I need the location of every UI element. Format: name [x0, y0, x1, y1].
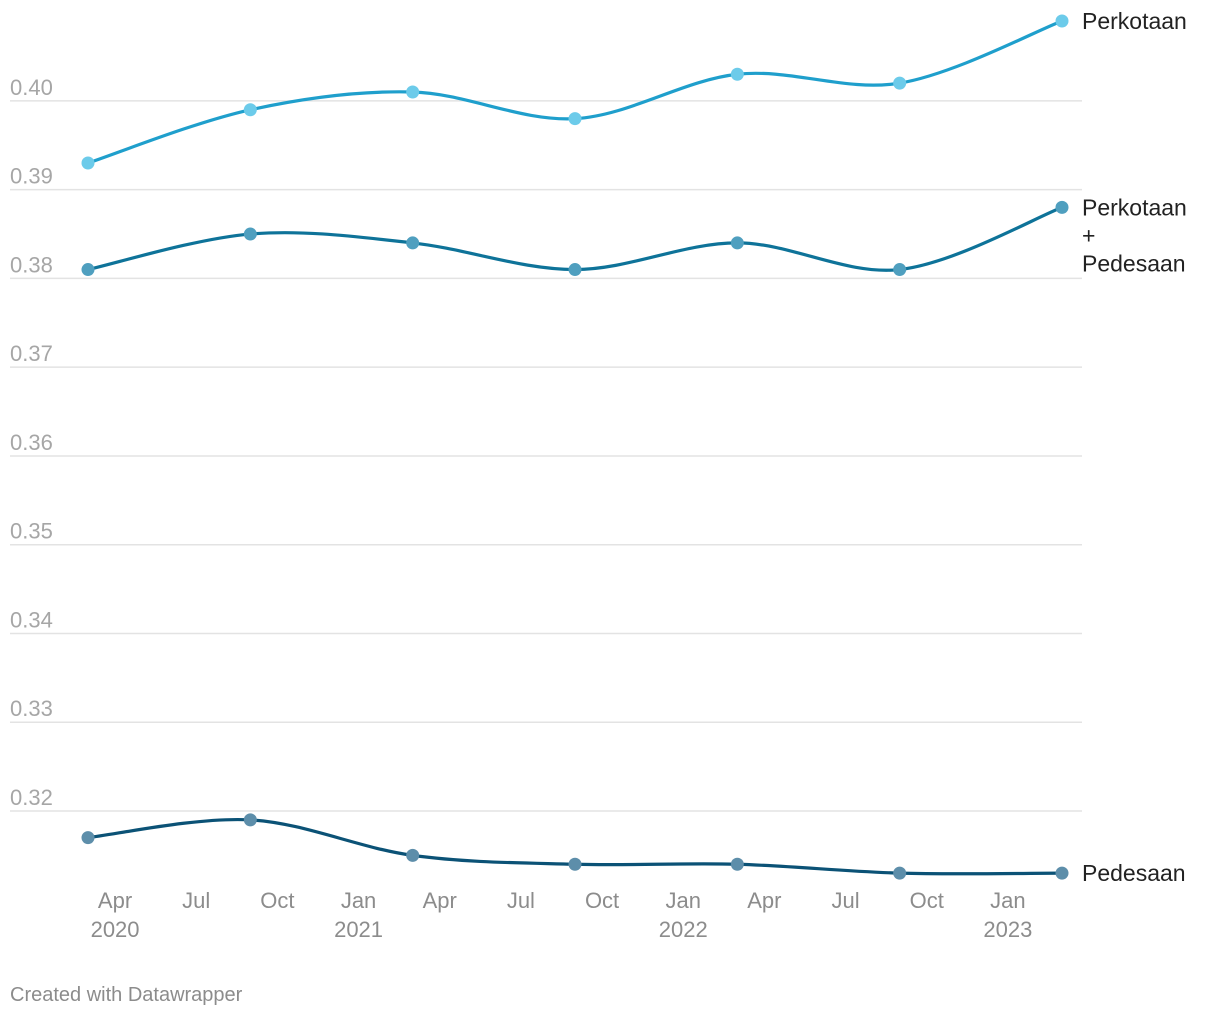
y-tick-label: 0.40: [10, 75, 53, 100]
data-point: [730, 67, 744, 81]
data-point: [406, 236, 420, 250]
series-label: Pedesaan: [1082, 860, 1186, 886]
data-point: [1055, 866, 1069, 880]
data-point: [243, 813, 257, 827]
data-point: [1055, 200, 1069, 214]
series-perkotaan-pedesaan: Perkotaan+Pedesaan: [81, 194, 1187, 277]
y-tick-label: 0.32: [10, 785, 53, 810]
x-tick-year-label: 2020: [91, 917, 140, 942]
x-tick-year-label: 2022: [659, 917, 708, 942]
series-label: +: [1082, 222, 1095, 248]
x-tick-label: Oct: [585, 888, 619, 913]
series-perkotaan: Perkotaan: [81, 8, 1187, 170]
y-tick-label: 0.36: [10, 430, 53, 455]
x-tick-year-label: 2023: [983, 917, 1032, 942]
data-point: [243, 227, 257, 241]
data-point: [1055, 14, 1069, 28]
x-tick-label: Oct: [910, 888, 944, 913]
x-tick-label: Jan: [990, 888, 1025, 913]
data-point: [893, 866, 907, 880]
x-tick-label: Jan: [341, 888, 376, 913]
series-label: Perkotaan: [1082, 194, 1187, 220]
data-point: [568, 263, 582, 277]
y-tick-label: 0.33: [10, 696, 53, 721]
data-point: [81, 263, 95, 277]
x-tick-label: Jul: [831, 888, 859, 913]
x-tick-label: Apr: [747, 888, 781, 913]
y-tick-label: 0.39: [10, 164, 53, 189]
y-gridlines: 0.32 0.33 0.34 0.35 0.36 0.37 0.38 0.39 0.40: [10, 75, 1082, 812]
data-point: [730, 857, 744, 871]
data-point: [406, 848, 420, 862]
y-tick-label: 0.34: [10, 607, 53, 632]
data-point: [893, 76, 907, 90]
data-point: [243, 103, 257, 117]
y-tick-label: 0.35: [10, 519, 53, 544]
x-tick-label: Apr: [423, 888, 457, 913]
y-tick-label: 0.38: [10, 252, 53, 277]
x-tick-label: Jan: [665, 888, 700, 913]
data-point: [81, 831, 95, 845]
series-line: [86, 19, 1064, 165]
series-line: [86, 205, 1064, 272]
x-tick-label: Apr: [98, 888, 132, 913]
series-pedesaan: Pedesaan: [81, 813, 1186, 886]
data-point: [568, 112, 582, 126]
x-tick-label: Oct: [260, 888, 294, 913]
credit-text: Created with Datawrapper: [10, 984, 243, 1006]
x-axis: Apr 2020 Jul Oct Jan 2021 Apr Jul Oct Jan 2022 Apr J…: [91, 888, 1033, 942]
series-label: Perkotaan: [1082, 8, 1187, 34]
data-point: [730, 236, 744, 250]
data-point: [81, 156, 95, 170]
data-point: [406, 85, 420, 99]
x-tick-label: Jul: [182, 888, 210, 913]
x-tick-label: Jul: [507, 888, 535, 913]
y-tick-label: 0.37: [10, 341, 53, 366]
data-point: [568, 857, 582, 871]
series-label: Pedesaan: [1082, 250, 1186, 276]
data-point: [893, 263, 907, 277]
x-tick-year-label: 2021: [334, 917, 383, 942]
